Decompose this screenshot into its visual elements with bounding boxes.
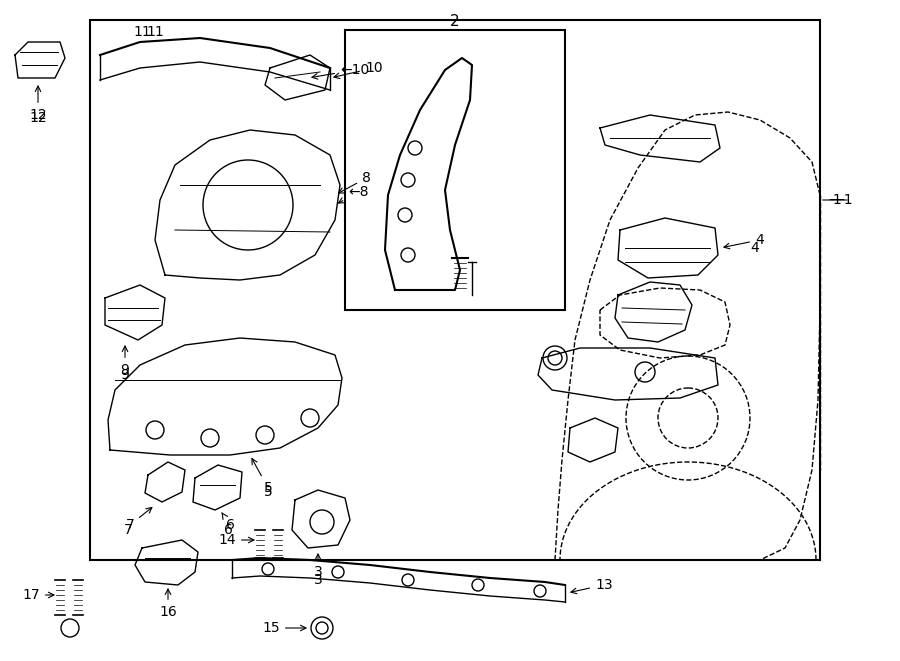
Text: —1: —1	[830, 193, 852, 207]
Text: 5: 5	[264, 485, 273, 499]
Text: 2: 2	[450, 15, 460, 30]
Bar	[90, 20, 820, 560]
Text: 7: 7	[126, 508, 152, 532]
Text: 12: 12	[29, 86, 47, 122]
Text: 6: 6	[223, 523, 232, 537]
Text: 4: 4	[724, 233, 764, 249]
Text: 10: 10	[334, 61, 382, 79]
Text: 14: 14	[219, 533, 254, 547]
Text: 17: 17	[22, 588, 54, 602]
Text: 3: 3	[313, 573, 322, 587]
Text: 15: 15	[263, 621, 306, 635]
Text: 11: 11	[133, 25, 151, 39]
Bar	[345, 30, 565, 310]
Text: 9: 9	[121, 368, 130, 382]
Text: 5: 5	[252, 459, 273, 495]
Text: 8: 8	[338, 171, 371, 193]
Text: 3: 3	[313, 554, 322, 579]
Text: ←8: ←8	[338, 185, 368, 203]
Text: 16: 16	[159, 589, 177, 619]
Text: 4: 4	[751, 241, 760, 255]
Text: -1: -1	[828, 193, 842, 207]
Text: 6: 6	[222, 513, 234, 532]
Text: ←10: ←10	[312, 63, 369, 79]
Text: 7: 7	[123, 523, 132, 537]
Text: 12: 12	[29, 111, 47, 125]
Text: 9: 9	[121, 346, 130, 377]
Text: 13: 13	[571, 578, 613, 594]
Text: 11: 11	[146, 25, 164, 39]
